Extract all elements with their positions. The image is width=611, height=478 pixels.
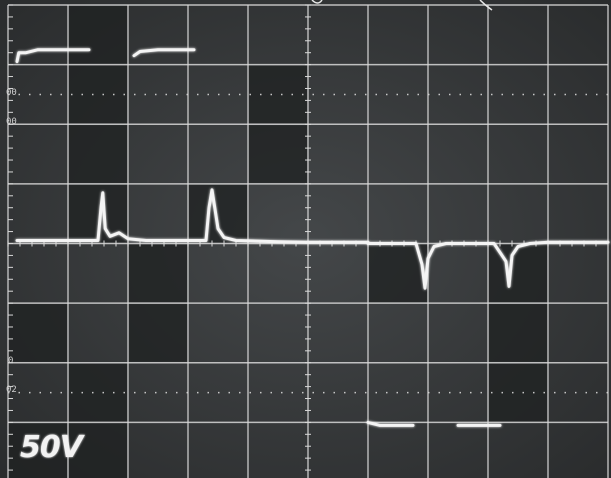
dark-cell <box>489 363 547 422</box>
trace-segment-2 <box>132 48 196 58</box>
dark-cell <box>69 363 127 422</box>
dark-cell <box>249 125 307 183</box>
tick-label-1: 00 <box>6 88 17 98</box>
tick-label-2: 00 <box>6 117 17 127</box>
dark-cell <box>69 65 127 124</box>
trace-segment-4 <box>366 240 610 290</box>
trace-segment-1 <box>15 48 91 64</box>
dark-cell <box>489 304 547 362</box>
trace-segment-3 <box>15 188 370 244</box>
dark-cell <box>69 6 127 64</box>
trace-segment-5 <box>366 420 415 427</box>
dark-cell <box>369 244 427 303</box>
dark-cell <box>189 184 247 243</box>
bezel-arc <box>311 0 493 11</box>
dark-cells <box>9 6 547 478</box>
dark-cell <box>9 423 67 478</box>
waveform-traces <box>15 48 610 427</box>
dark-cell <box>129 244 187 303</box>
volts-per-div-label: 50V <box>20 430 83 465</box>
dark-cell <box>69 125 127 183</box>
dark-cell <box>129 304 187 362</box>
dark-cell <box>69 423 127 478</box>
tick-label-3: 0 <box>8 356 14 366</box>
dark-cell <box>489 244 547 303</box>
dark-cell <box>249 65 307 124</box>
tick-label-4: 02 <box>6 385 17 395</box>
dark-cell <box>9 304 67 362</box>
